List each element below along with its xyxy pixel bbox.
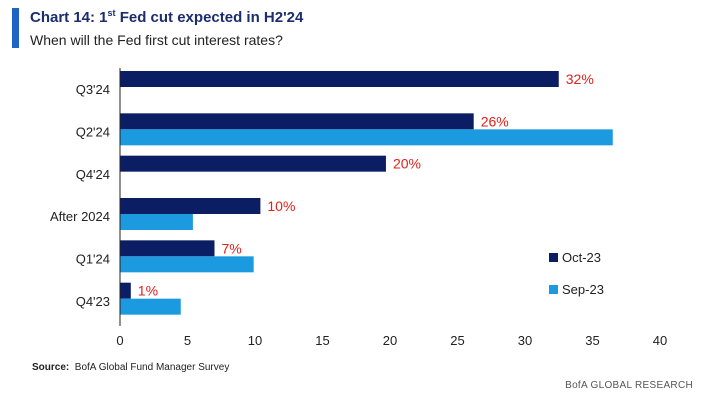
bar-oct-23	[120, 240, 215, 257]
bar-oct-23	[120, 282, 131, 299]
bar-oct-23	[120, 198, 261, 214]
x-tick-label: 20	[383, 333, 397, 348]
x-tick-label: 0	[116, 333, 123, 348]
legend-label: Oct-23	[562, 250, 601, 265]
legend-swatch-sep-23	[549, 285, 558, 294]
x-tick-label: 10	[248, 333, 262, 348]
bar-oct-23	[120, 113, 474, 130]
footer-brand: BofA GLOBAL RESEARCH	[565, 380, 693, 391]
data-label: 20%	[393, 156, 421, 172]
category-label: After 2024	[50, 209, 110, 224]
bar-sep-23	[120, 256, 254, 273]
bar-sep-23	[120, 298, 181, 315]
legend-label: Sep-23	[562, 282, 604, 297]
category-label: Q4'24	[76, 167, 110, 182]
category-label: Q2'24	[76, 125, 110, 140]
chart-title: Chart 14: 1st Fed cut expected in H2'24	[30, 8, 304, 27]
x-tick-label: 30	[518, 333, 532, 348]
x-tick-label: 35	[585, 333, 599, 348]
legend-swatch-oct-23	[549, 253, 558, 262]
data-label: 10%	[267, 198, 295, 214]
x-tick-label: 5	[184, 333, 191, 348]
title-accent-bar	[12, 8, 19, 48]
bar-oct-23	[120, 155, 386, 172]
bar-oct-23	[120, 71, 559, 87]
bar-sep-23	[120, 214, 193, 230]
x-tick-label: 25	[450, 333, 464, 348]
category-label: Q1'24	[76, 252, 110, 267]
bar-sep-23	[120, 129, 613, 146]
data-label: 32%	[566, 71, 594, 87]
data-label: 26%	[481, 113, 509, 129]
data-label: 7%	[222, 240, 242, 256]
source-note: Source: BofA Global Fund Manager Survey	[32, 362, 230, 373]
x-tick-label: 40	[653, 333, 667, 348]
category-label: Q4'23	[76, 294, 110, 309]
chart-subtitle: When will the Fed first cut interest rat…	[30, 32, 283, 48]
category-label: Q3'24	[76, 82, 110, 97]
data-label: 1%	[138, 283, 158, 299]
x-tick-label: 15	[315, 333, 329, 348]
